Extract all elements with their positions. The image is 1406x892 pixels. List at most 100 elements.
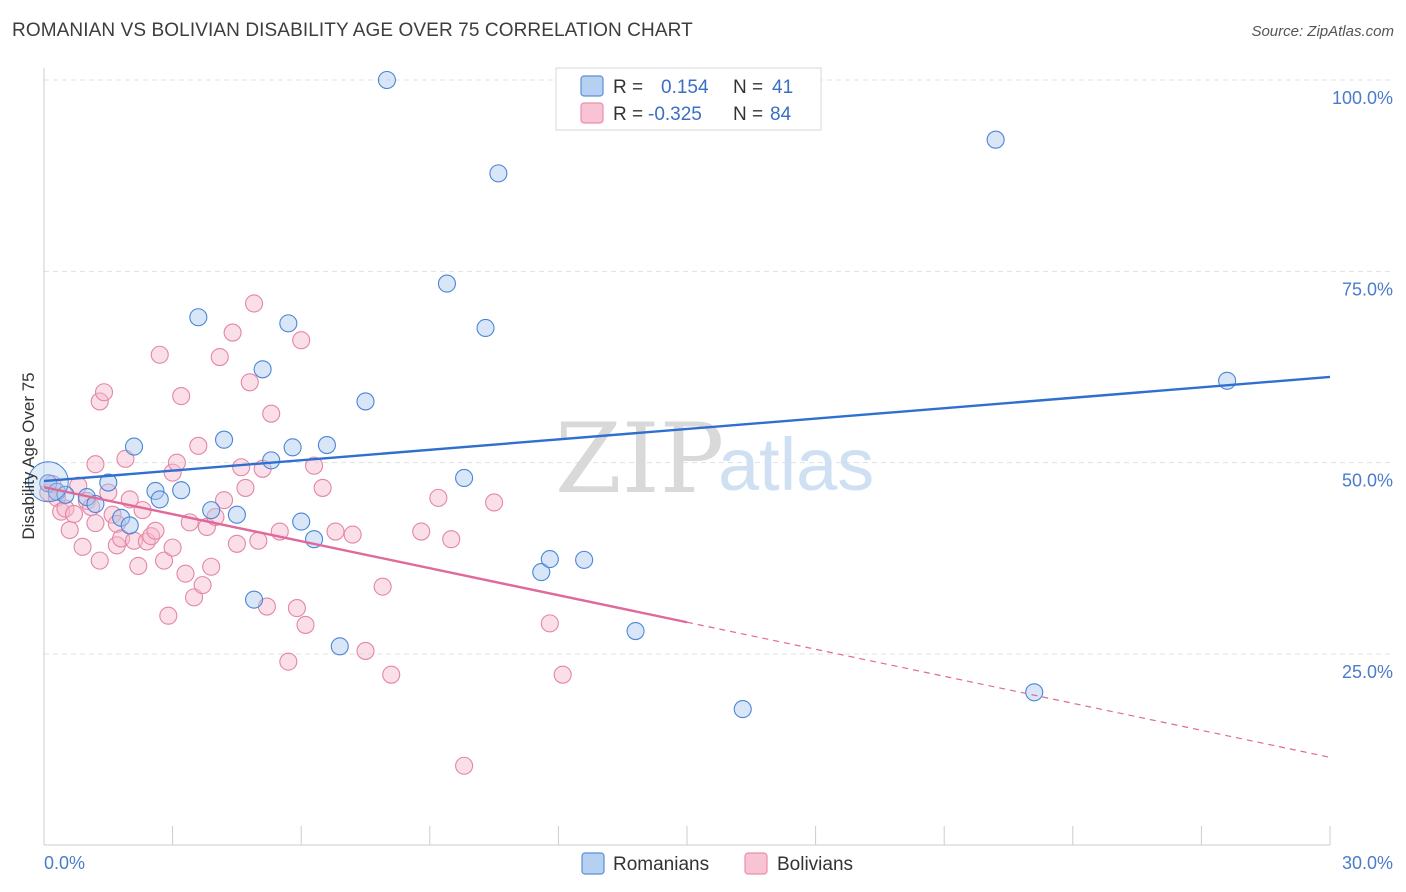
bolivian-point [326,522,345,541]
romanian-point [356,392,375,411]
gridlines [44,79,1393,655]
romanian-point [377,70,396,90]
romanian-point [202,501,221,520]
bolivian-points [39,294,572,775]
legend-bolivian-swatch [580,102,604,124]
bolivian-point [214,491,234,510]
romanian-point [146,481,165,501]
bolivian-point [287,599,306,618]
legend-bolivian-n-value: 84 [770,104,792,125]
legend-romanian-n-label: N = [733,77,763,98]
bolivian-point [189,436,208,455]
romanian-point [283,438,302,457]
bolivian-point [553,665,572,684]
romanian-point [292,512,311,531]
romanian-point [189,308,208,327]
bolivian-point [485,493,504,512]
bottom-legend-romanians: Romanians [613,854,709,875]
romanian-point [124,437,144,456]
bolivian-point [56,499,75,518]
bolivian-point [296,615,315,634]
bolivian-point [223,323,242,342]
bolivian-point [292,331,311,350]
bolivian-point [129,556,148,576]
bolivian-point [159,606,178,625]
bolivian-point [442,530,461,549]
bolivian-point [373,577,392,596]
romanian-point [476,318,495,338]
bolivian-point [210,348,229,367]
bolivian-point [116,449,135,468]
bolivian-trend-line [43,485,688,624]
romanian-point [986,130,1005,149]
bolivian-point [202,557,221,576]
bottom-legend-bolivian-swatch [744,852,768,875]
y-tick-label: 100.0% [1332,88,1393,108]
legend-romanian-r-value: 0.154 [661,77,709,98]
bolivian-point [236,478,255,497]
romanian-point [279,314,298,333]
romanian-point [317,436,336,455]
source-label: Source: ZipAtlas.com [1251,23,1394,40]
romanian-point [1025,683,1044,702]
legend-romanian-n-value: 41 [772,77,793,98]
bolivian-point [176,564,195,583]
legend-romanian-swatch [580,75,604,97]
bottom-legend: Romanians Bolivians [581,852,853,875]
bolivian-point [249,531,268,550]
bolivian-point [240,373,259,392]
bottom-legend-romanian-swatch [581,852,605,875]
romanian-point [626,621,645,641]
bolivian-point [154,551,174,570]
bolivian-point [382,665,401,684]
x-tick-max: 30.0% [1342,853,1393,873]
romanian-point [330,637,349,656]
romanian-point [253,360,272,379]
bolivian-point [305,456,324,475]
romanian-point [120,516,139,535]
bolivian-point [455,756,474,775]
bolivian-point [227,534,246,553]
romanian-point [540,550,559,569]
legend-bolivian-r-label: R = [613,104,643,125]
trend-lines [43,375,1331,758]
y-tick-label: 50.0% [1342,471,1393,491]
bolivian-point [90,392,109,411]
romanian-point [150,490,169,509]
romanian-point [262,451,281,470]
romanian-point [99,473,118,492]
legend-box: R = 0.154 N = 41 R = -0.325 N = 84 [555,67,822,131]
bolivian-trend-line-extrapolated [686,621,1331,758]
bolivian-point [232,458,251,477]
romanian-point [227,505,246,524]
legend-romanian-r-label: R = [613,77,643,98]
bolivian-point [163,538,182,557]
romanian-point [437,274,456,293]
romanian-points [27,70,1237,719]
romanian-point [575,550,594,569]
x-tick-min: 0.0% [44,853,85,873]
bolivian-point [146,521,165,540]
bolivian-point [163,463,182,482]
romanian-point [455,468,474,488]
romanian-trend-line [43,375,1331,483]
y-tick-label: 75.0% [1342,279,1393,299]
bolivian-point [184,588,204,607]
bolivian-point [94,383,114,402]
romanian-point [532,563,551,582]
romanian-point [733,700,752,719]
romanian-point [244,590,264,609]
bolivian-point [356,641,375,660]
bolivian-point [193,576,212,595]
bolivian-point [90,551,109,570]
bolivian-point [150,345,169,364]
romanian-point [214,430,234,449]
bolivian-point [73,537,92,556]
bolivian-point [60,520,79,540]
y-tick-label: 25.0% [1342,662,1393,682]
legend-bolivian-n-label: N = [733,104,763,125]
bolivian-point [262,404,281,423]
bolivian-point [86,514,105,533]
y-axis-title: Disability Age Over 75 [19,372,38,539]
